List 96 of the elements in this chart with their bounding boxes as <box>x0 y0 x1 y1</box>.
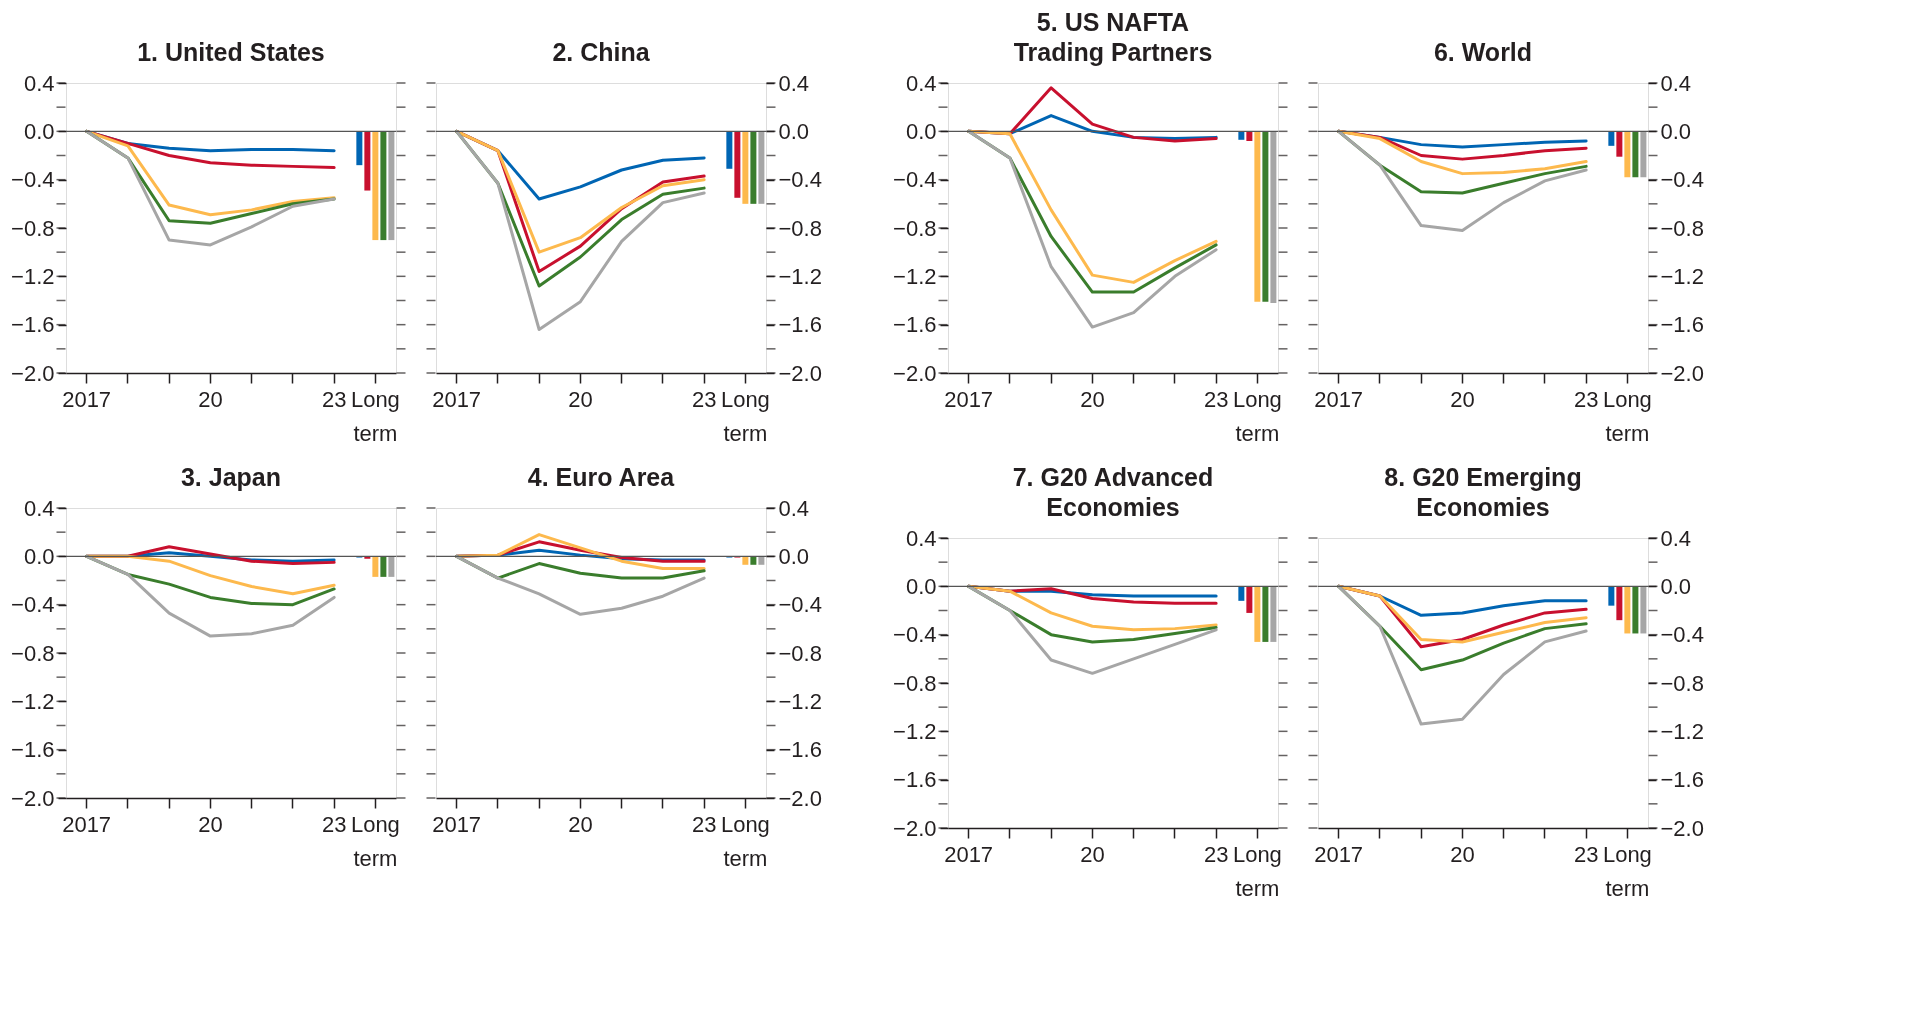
x-tick-label: 20 <box>198 386 223 412</box>
x-tick-label: 2017 <box>944 841 994 867</box>
y-tick-label: −1.6 <box>1660 767 1704 793</box>
y-tick-label: −2.0 <box>893 815 937 841</box>
x-tick-label: 20 <box>198 811 223 837</box>
x-tick-label: 23 <box>321 811 347 837</box>
y-tick-label: −1.2 <box>893 263 937 289</box>
x-tick-label: 2017 <box>1314 841 1364 867</box>
x-tick-label: Long term <box>1602 841 1652 901</box>
x-tick-label: 2017 <box>432 386 482 412</box>
y-tick-label: −0.8 <box>1660 215 1704 241</box>
x-tick-label: Long term <box>1602 386 1652 446</box>
x-tick-label: 23 <box>1573 386 1599 412</box>
y-tick-label: −1.6 <box>893 312 937 338</box>
y-tick-label: 0.4 <box>905 525 937 551</box>
x-tick-label: 2017 <box>432 811 482 837</box>
y-tick-label: −1.2 <box>778 263 822 289</box>
y-tick-label: −2.0 <box>11 785 55 811</box>
x-tick-label: 20 <box>568 811 593 837</box>
y-tick-label: 0.4 <box>905 70 937 96</box>
y-tick-label: 0.0 <box>778 118 810 144</box>
y-tick-label: −0.4 <box>893 167 937 193</box>
y-tick-label: −0.8 <box>1660 670 1704 696</box>
x-tick-label: 20 <box>1080 841 1105 867</box>
y-tick-label: −2.0 <box>1660 360 1704 386</box>
x-tick-label: 20 <box>1450 386 1475 412</box>
y-tick-label: 0.0 <box>1660 573 1692 599</box>
chart-title: 4. Euro Area <box>527 463 676 491</box>
chart-title: 3. Japan <box>180 463 282 491</box>
y-tick-label: −2.0 <box>11 360 55 386</box>
x-tick-label: 20 <box>568 386 593 412</box>
y-tick-label: 0.4 <box>23 495 55 521</box>
x-tick-label: Long term <box>720 386 770 446</box>
y-tick-label: 0.4 <box>23 70 55 96</box>
y-tick-label: −1.6 <box>11 737 55 763</box>
x-tick-label: 23 <box>1573 841 1599 867</box>
y-tick-label: 0.4 <box>778 70 810 96</box>
x-tick-label: Long term <box>350 811 400 871</box>
x-tick-label: Long term <box>350 386 400 446</box>
y-tick-label: −2.0 <box>893 360 937 386</box>
x-tick-label: Long term <box>1232 386 1282 446</box>
x-tick-label: 23 <box>1203 841 1229 867</box>
y-tick-label: −0.4 <box>11 592 55 618</box>
y-tick-label: −0.4 <box>778 592 822 618</box>
y-tick-label: −1.2 <box>1660 263 1704 289</box>
y-tick-label: −0.8 <box>893 670 937 696</box>
y-tick-label: −1.6 <box>893 767 937 793</box>
x-tick-label: 2017 <box>62 386 112 412</box>
y-tick-label: 0.4 <box>1660 70 1692 96</box>
y-tick-label: −1.6 <box>778 312 822 338</box>
y-tick-label: −1.2 <box>11 263 55 289</box>
y-tick-label: −2.0 <box>1660 815 1704 841</box>
chart-title: 2. China <box>552 38 651 66</box>
y-tick-label: −0.4 <box>1660 167 1704 193</box>
y-tick-label: −1.2 <box>893 718 937 744</box>
x-tick-label: 20 <box>1450 841 1475 867</box>
chart-title: 1. United States <box>137 38 325 66</box>
y-tick-label: −1.2 <box>11 688 55 714</box>
y-tick-label: 0.4 <box>1660 525 1692 551</box>
y-tick-label: 0.4 <box>778 495 810 521</box>
y-tick-label: −1.6 <box>778 737 822 763</box>
y-tick-label: −0.8 <box>893 215 937 241</box>
y-tick-label: −0.8 <box>778 640 822 666</box>
y-tick-label: −0.4 <box>1660 622 1704 648</box>
y-tick-label: −1.2 <box>1660 718 1704 744</box>
chart-title: 5. US NAFTA Trading Partners <box>1013 8 1213 66</box>
y-tick-label: 0.0 <box>905 573 937 599</box>
x-tick-label: Long term <box>1232 841 1282 901</box>
y-tick-label: −1.6 <box>1660 312 1704 338</box>
x-tick-label: 23 <box>691 386 717 412</box>
y-tick-label: −0.4 <box>893 622 937 648</box>
x-tick-label: 2017 <box>1314 386 1364 412</box>
y-tick-label: −0.8 <box>778 215 822 241</box>
x-tick-label: Long term <box>720 811 770 871</box>
y-tick-label: 0.0 <box>1660 118 1692 144</box>
y-tick-label: −2.0 <box>778 785 822 811</box>
chart-title: 6. World <box>1433 38 1533 66</box>
y-tick-label: 0.0 <box>23 543 55 569</box>
y-tick-label: −0.8 <box>11 640 55 666</box>
x-tick-label: 2017 <box>944 386 994 412</box>
y-tick-label: 0.0 <box>23 118 55 144</box>
y-tick-label: −1.6 <box>11 312 55 338</box>
chart-title: 8. G20 Emerging Economies <box>1384 463 1582 521</box>
y-tick-label: 0.0 <box>905 118 937 144</box>
x-tick-label: 20 <box>1080 386 1105 412</box>
y-tick-label: −0.4 <box>11 167 55 193</box>
x-tick-label: 23 <box>1203 386 1229 412</box>
y-tick-label: −1.2 <box>778 688 822 714</box>
y-tick-label: −0.4 <box>778 167 822 193</box>
y-tick-label: −0.8 <box>11 215 55 241</box>
x-tick-label: 23 <box>691 811 717 837</box>
y-tick-label: −2.0 <box>778 360 822 386</box>
chart-title: 7. G20 Advanced Economies <box>1012 463 1214 521</box>
y-tick-label: 0.0 <box>778 543 810 569</box>
x-tick-label: 23 <box>321 386 347 412</box>
x-tick-label: 2017 <box>62 811 112 837</box>
